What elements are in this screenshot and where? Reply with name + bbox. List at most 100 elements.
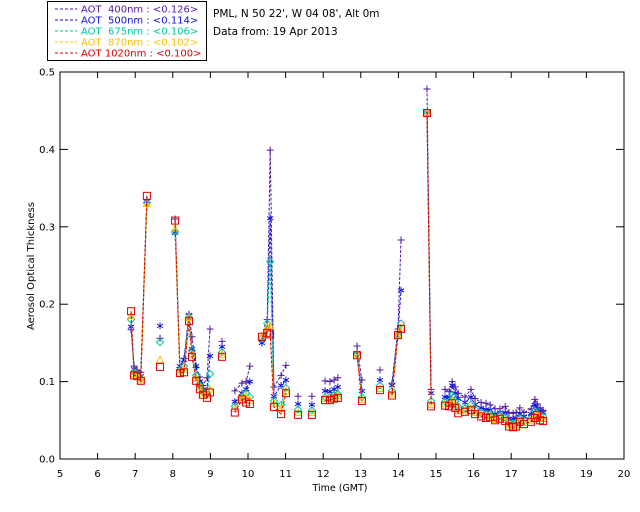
data-series [126,85,548,432]
plot-frame [59,71,625,460]
data-point-400nm [501,402,509,410]
x-tick-label: 18 [542,469,555,480]
data-point-870nm [241,391,251,399]
series-line-400nm [130,88,544,414]
legend-box [47,1,207,61]
data-point-870nm [519,418,529,426]
data-point-400nm [277,371,285,379]
data-point-1020nm [353,351,362,360]
series-870nm [126,109,548,430]
data-point-870nm [485,411,495,419]
data-point-1020nm [156,362,165,371]
data-point-675nm [375,381,385,390]
data-point-1020nm [460,407,469,416]
data-point-1020nm [491,416,500,425]
data-point-400nm [282,361,290,369]
data-point-1020nm [175,369,184,378]
data-point-1020nm [245,400,254,409]
data-point-400nm [242,378,250,386]
data-point-1020nm [477,412,486,421]
data-point-400nm [188,333,196,341]
data-point-870nm [276,404,286,412]
data-point-1020nm [357,396,366,405]
data-point-870nm [426,400,436,409]
data-point-1020nm [266,330,275,339]
x-tick-label: 9 [207,469,213,480]
data-point-400nm [326,378,334,386]
data-point-1020nm [218,352,227,361]
data-point-400nm [308,392,316,400]
data-point-400nm [441,385,449,393]
data-point-675nm [217,347,227,357]
data-point-500nm [231,398,239,406]
data-point-1020nm [515,417,524,426]
data-point-870nm [375,384,385,392]
x-tick-label: 6 [94,469,100,480]
data-point-870nm [460,405,470,414]
data-point-400nm [206,325,214,333]
data-point-1020nm [495,414,504,423]
x-tick-label: 14 [392,469,405,480]
legend-label-500nm: AOT 500nm : <0.114> [81,16,198,27]
data-point-500nm [397,286,405,294]
data-point-500nm [501,409,509,417]
x-tick-label: 8 [170,469,176,480]
data-point-1020nm [294,410,303,419]
data-point-500nm [266,214,274,222]
data-point-400nm [321,377,329,385]
data-point-1020nm [277,410,286,419]
data-point-870nm [217,349,227,358]
data-point-400nm [266,146,274,154]
data-point-675nm [155,337,165,347]
data-point-675nm [265,257,275,266]
data-point-1020nm [333,393,342,402]
x-tick-label: 15 [430,469,443,480]
data-point-400nm [353,342,361,350]
data-point-500nm [206,352,214,360]
data-point-400nm [334,374,342,382]
series-1020nm [127,109,548,432]
series-400nm [127,85,547,417]
data-point-870nm [307,408,317,416]
data-point-1020nm [269,403,278,412]
data-point-1020nm [375,386,384,395]
data-point-675nm [396,319,406,328]
data-point-675nm [447,391,457,400]
data-point-400nm [231,387,239,395]
data-point-400nm [505,409,513,417]
data-point-1020nm [136,376,145,385]
y-tick-label: 0.0 [39,455,55,466]
data-point-1020nm [127,307,136,316]
data-point-1020nm [184,317,193,326]
data-point-500nm [482,405,490,413]
data-point-870nm [387,389,397,398]
legend-label-870nm: AOT 870nm : <0.102> [81,38,198,49]
y-axis-label: Aerosol Optical Thickness [26,202,37,330]
data-point-1020nm [142,191,151,200]
data-point-400nm [376,366,384,374]
y-tick-label: 0.3 [39,222,55,233]
data-point-500nm [477,404,485,412]
data-point-870nm [393,330,403,339]
legend-label-1020nm: AOT 1020nm : <0.100> [81,49,201,60]
data-point-1020nm [307,410,316,419]
y-tick-label: 0.5 [39,68,55,79]
data-point-500nm [282,376,290,384]
data-point-675nm [230,402,240,411]
legend-label-400nm: AOT 400nm : <0.126> [81,5,198,16]
series-line-500nm [130,112,544,420]
data-point-870nm [155,355,165,364]
x-axis-label: Time (GMT) [311,483,367,494]
data-point-870nm [195,382,205,391]
data-point-870nm [396,322,406,331]
data-point-400nm [482,399,490,407]
data-point-1020nm [171,216,180,225]
y-tick-label: 0.4 [39,145,55,156]
data-point-400nm [330,376,338,384]
x-tick-label: 17 [505,469,518,480]
data-point-1020nm [230,408,239,417]
data-point-1020nm [325,396,334,405]
data-point-675nm [293,405,303,414]
data-point-400nm [246,362,254,370]
legend-entry-870nm: AOT 870nm : <0.102> [55,38,198,49]
